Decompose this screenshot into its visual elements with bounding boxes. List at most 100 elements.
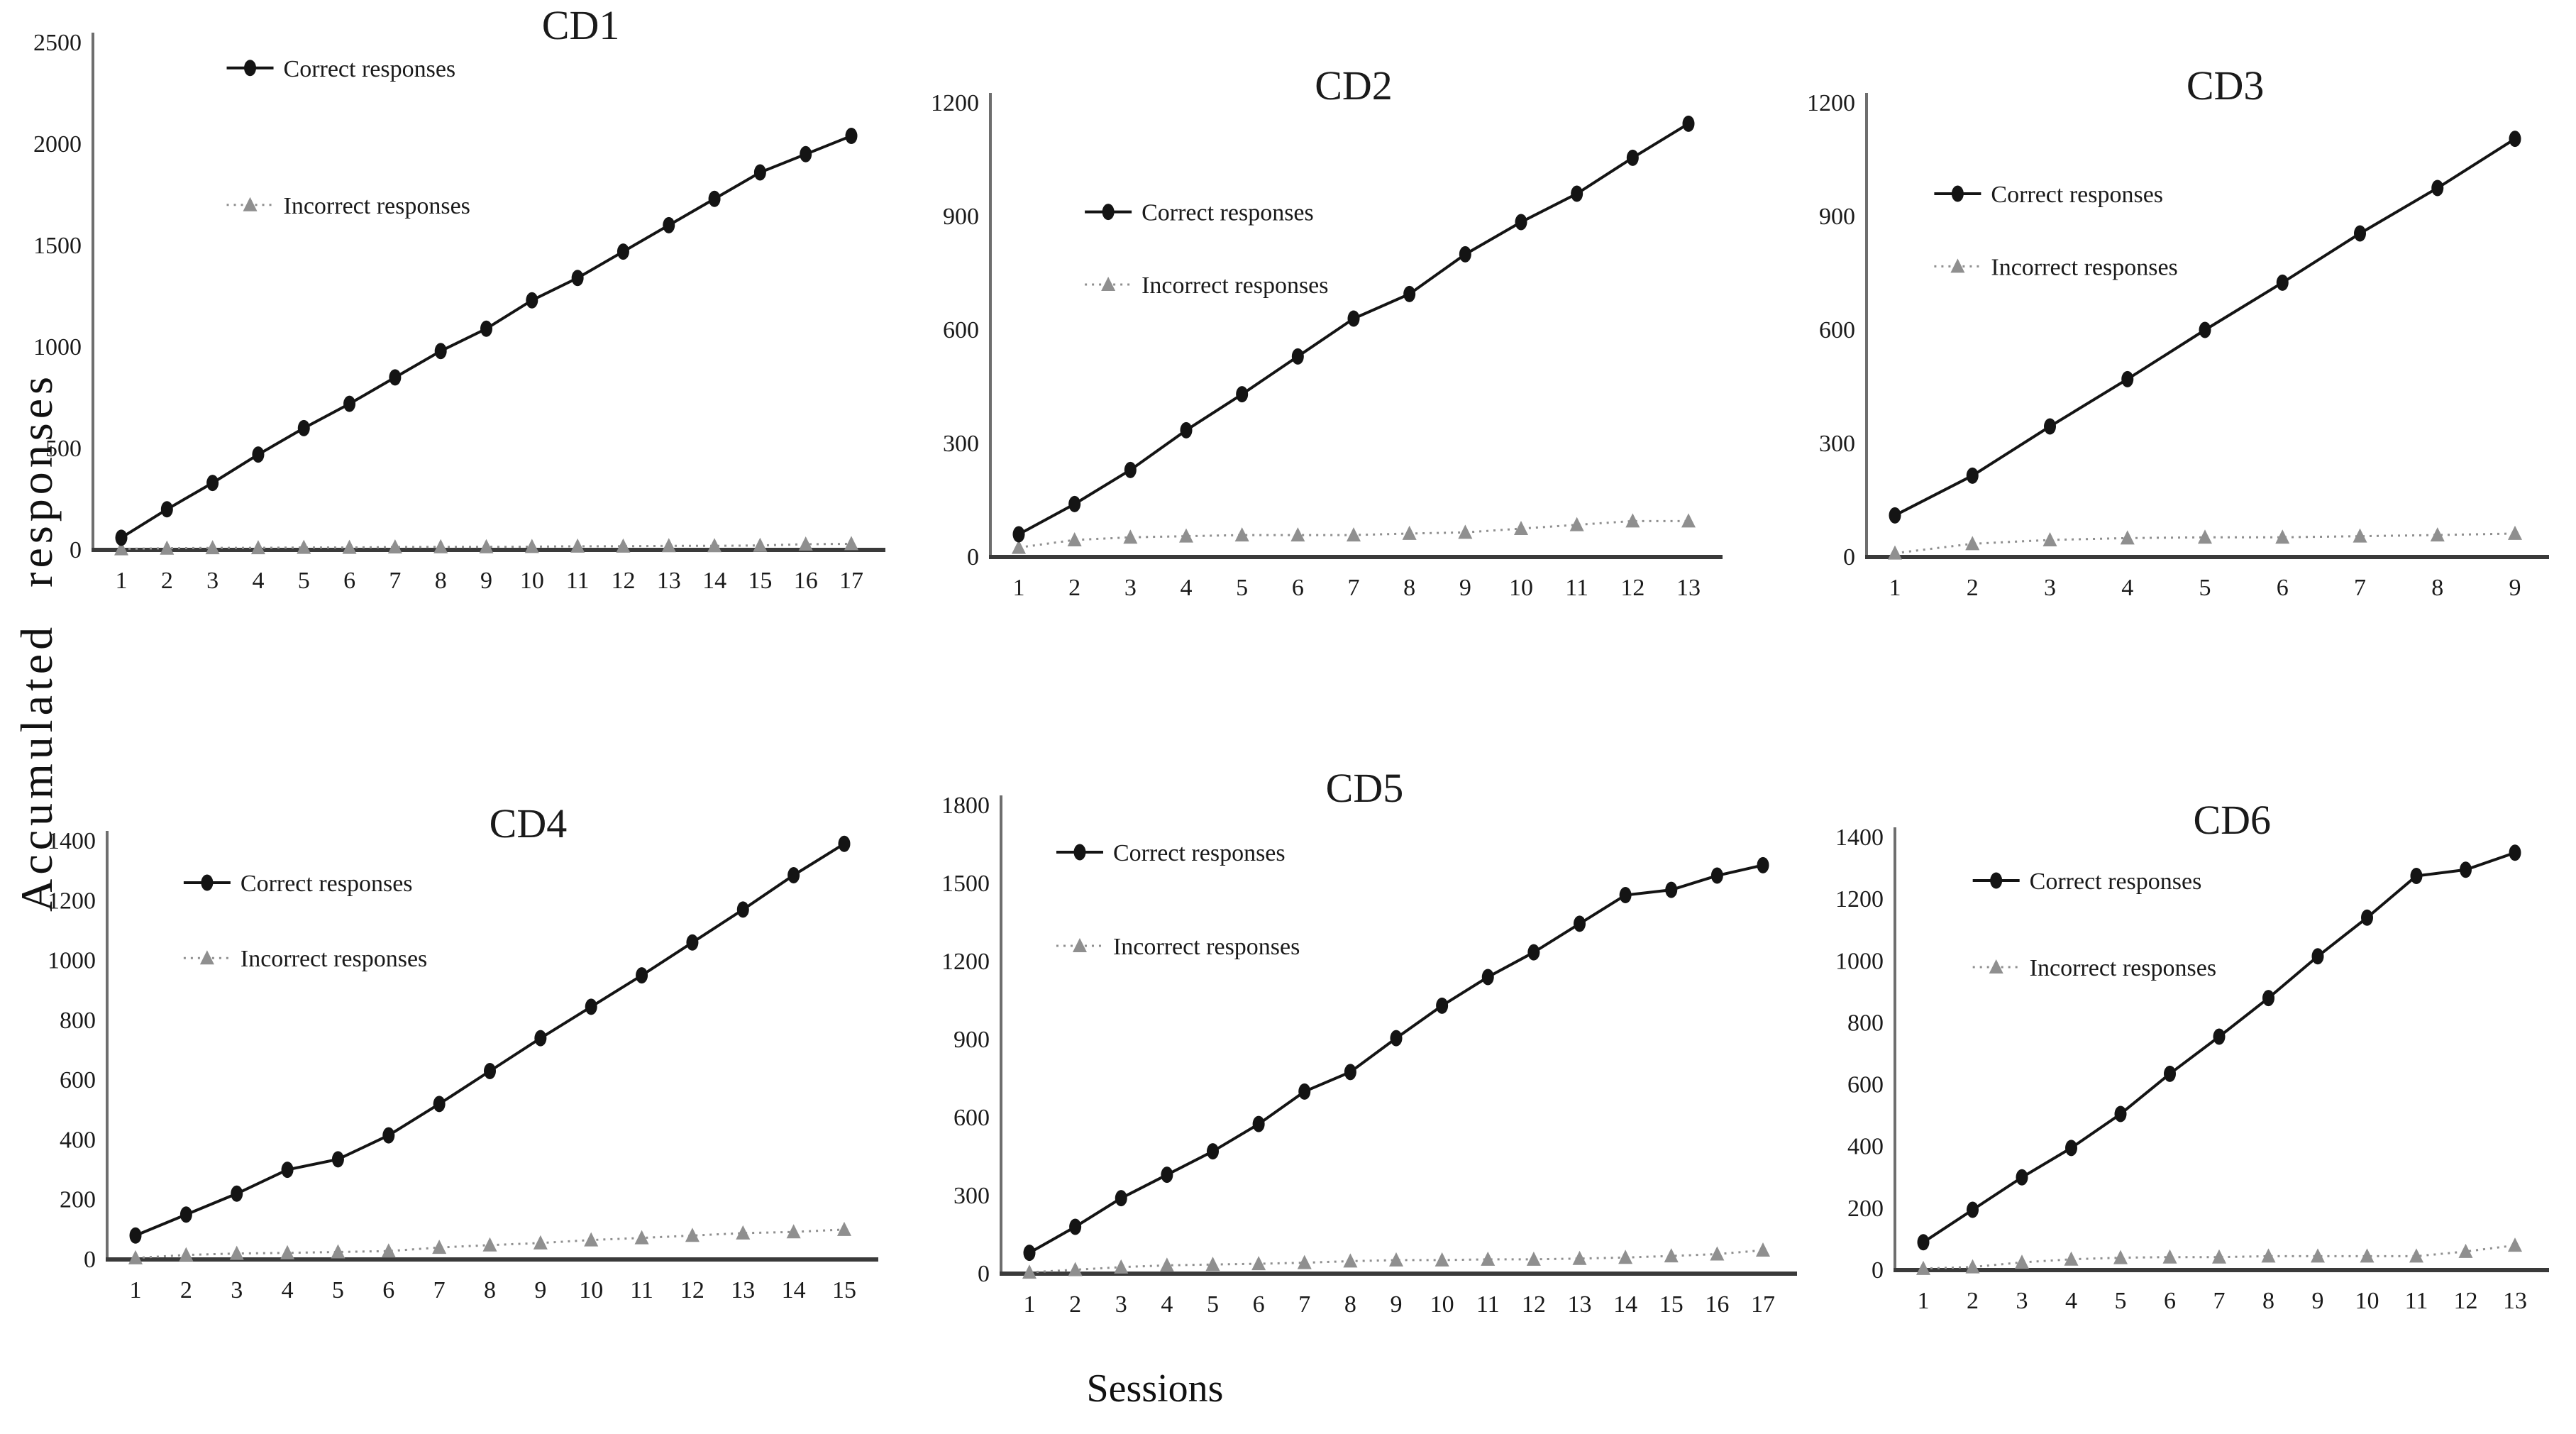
svg-text:400: 400 [1847, 1134, 1884, 1160]
svg-text:1000: 1000 [48, 948, 96, 974]
svg-text:1400: 1400 [1835, 824, 1884, 851]
chart-svg-cd3: 0 300 600 900 1200 1 2 3 4 5 6 7 8 9 CD3 Correct respon… [1807, 62, 2549, 601]
svg-text:15: 15 [1659, 1291, 1684, 1318]
legend-correct-label: Correct responses [241, 871, 413, 897]
svg-text:0: 0 [967, 544, 979, 570]
svg-text:8: 8 [435, 568, 447, 594]
svg-text:2: 2 [1068, 575, 1080, 601]
svg-text:8: 8 [2431, 575, 2443, 601]
svg-text:2: 2 [1069, 1291, 1081, 1318]
svg-text:1: 1 [130, 1277, 142, 1303]
svg-text:11: 11 [1565, 575, 1588, 601]
svg-text:1400: 1400 [48, 828, 96, 854]
svg-text:14: 14 [782, 1277, 806, 1303]
legend-incorrect-label: Incorrect responses [1991, 254, 2177, 280]
svg-text:1: 1 [1024, 1291, 1036, 1318]
svg-text:300: 300 [1819, 431, 1855, 457]
svg-text:12: 12 [680, 1277, 704, 1303]
legend-incorrect-label: Incorrect responses [284, 193, 470, 219]
svg-text:4: 4 [1181, 575, 1193, 601]
svg-text:15: 15 [748, 568, 772, 594]
svg-text:12: 12 [1620, 575, 1644, 601]
svg-text:7: 7 [389, 568, 401, 594]
svg-text:800: 800 [1847, 1010, 1884, 1036]
svg-text:6: 6 [2164, 1288, 2176, 1314]
svg-text:600: 600 [60, 1067, 96, 1093]
svg-text:1: 1 [1918, 1288, 1930, 1314]
svg-text:600: 600 [943, 317, 979, 343]
svg-text:15: 15 [832, 1277, 856, 1303]
svg-text:1000: 1000 [1835, 948, 1884, 974]
svg-text:3: 3 [1124, 575, 1137, 601]
svg-text:12: 12 [1522, 1291, 1546, 1318]
svg-text:900: 900 [953, 1027, 990, 1053]
svg-text:1: 1 [1889, 575, 1901, 601]
svg-text:3: 3 [231, 1277, 243, 1303]
svg-text:11: 11 [566, 568, 590, 594]
chart-cd4: 0 200 400 600 800 1000 1200 1400 1 2 3 4 5 6 7 8 9 10 11 12… [46, 798, 894, 1334]
svg-text:6: 6 [343, 568, 355, 594]
svg-text:200: 200 [60, 1187, 96, 1213]
svg-text:14: 14 [702, 568, 726, 594]
svg-text:7: 7 [2213, 1288, 2226, 1314]
svg-text:10: 10 [579, 1277, 603, 1303]
chart-cd1: 0 500 1000 1500 2000 2500 1 2 3 4 5 6 7 8 9 10 11 12 13 14 1… [32, 0, 901, 624]
legend-incorrect-label: Incorrect responses [1113, 934, 1300, 960]
svg-text:8: 8 [484, 1277, 496, 1303]
svg-text:2000: 2000 [33, 131, 82, 158]
svg-text:9: 9 [534, 1277, 546, 1303]
svg-text:5: 5 [1236, 575, 1248, 601]
svg-text:13: 13 [657, 568, 681, 594]
svg-text:10: 10 [520, 568, 544, 594]
svg-text:1200: 1200 [1835, 886, 1884, 912]
chart-title-cd5: CD5 [1326, 765, 1404, 811]
svg-text:7: 7 [433, 1277, 446, 1303]
x-axis-label: Sessions [1086, 1367, 1224, 1411]
svg-text:9: 9 [2509, 575, 2521, 601]
legend-correct-label: Correct responses [1991, 182, 2163, 208]
svg-text:9: 9 [1391, 1291, 1403, 1318]
svg-text:6: 6 [2277, 575, 2289, 601]
svg-text:10: 10 [1509, 575, 1533, 601]
svg-text:0: 0 [70, 537, 82, 563]
chart-title-cd1: CD1 [542, 2, 620, 48]
svg-text:5: 5 [298, 568, 310, 594]
svg-text:4: 4 [252, 568, 264, 594]
svg-text:4: 4 [282, 1277, 294, 1303]
svg-text:300: 300 [943, 431, 979, 457]
svg-text:5: 5 [1207, 1291, 1219, 1318]
svg-text:13: 13 [731, 1277, 755, 1303]
svg-text:900: 900 [943, 204, 979, 230]
svg-text:1200: 1200 [1807, 90, 1855, 116]
svg-text:2500: 2500 [33, 30, 82, 56]
svg-text:600: 600 [1847, 1072, 1884, 1098]
svg-text:1000: 1000 [33, 334, 82, 360]
chart-title-cd3: CD3 [2187, 62, 2265, 109]
svg-text:8: 8 [1403, 575, 1415, 601]
svg-text:0: 0 [978, 1261, 990, 1287]
chart-cd2: 0 300 600 900 1200 1 2 3 4 5 6 7 8 9 10 11 12 13 CD2 Correc… [929, 60, 1738, 631]
svg-text:400: 400 [60, 1127, 96, 1153]
svg-text:9: 9 [2312, 1288, 2324, 1314]
svg-text:12: 12 [611, 568, 635, 594]
svg-text:16: 16 [794, 568, 818, 594]
svg-text:11: 11 [1476, 1291, 1500, 1318]
svg-text:3: 3 [2044, 575, 2056, 601]
svg-text:4: 4 [1161, 1291, 1173, 1318]
svg-text:900: 900 [1819, 204, 1855, 230]
svg-text:5: 5 [332, 1277, 344, 1303]
legend-correct-label: Correct responses [1113, 840, 1286, 866]
svg-text:4: 4 [2121, 575, 2133, 601]
svg-text:500: 500 [45, 436, 82, 462]
svg-text:4: 4 [2065, 1288, 2077, 1314]
svg-text:600: 600 [1819, 317, 1855, 343]
svg-text:3: 3 [1115, 1291, 1127, 1318]
svg-text:10: 10 [2355, 1288, 2379, 1314]
svg-text:11: 11 [2405, 1288, 2428, 1314]
svg-text:5: 5 [2115, 1288, 2127, 1314]
